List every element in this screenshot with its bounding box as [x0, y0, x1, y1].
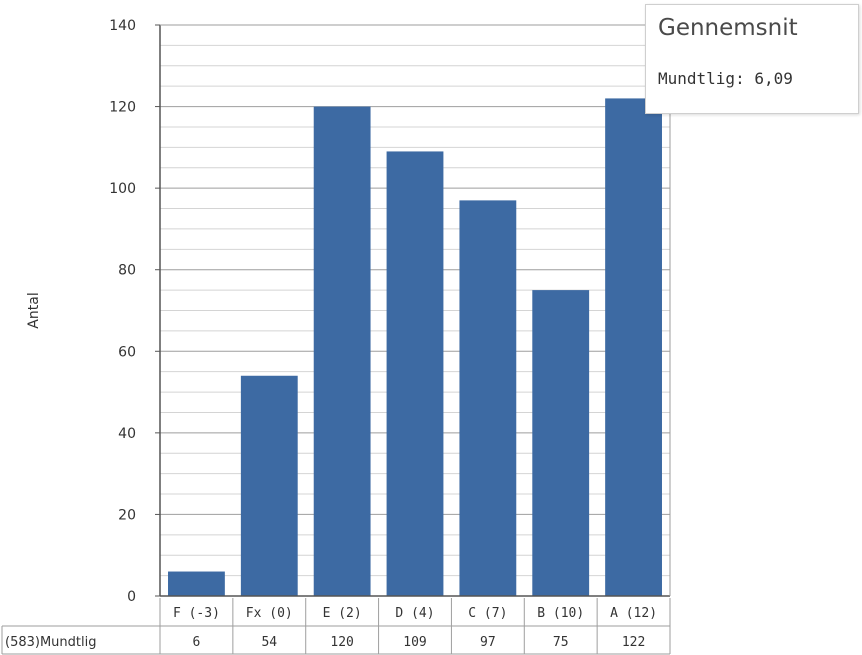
series-row-label: (583)Mundtlig [5, 635, 96, 650]
x-category-label: D (4) [395, 606, 434, 621]
data-value-label: 54 [261, 635, 277, 650]
x-category-label: E (2) [323, 606, 362, 621]
bar-4 [386, 151, 444, 596]
y-tick-label: 100 [109, 181, 136, 197]
y-axis-label: Antal [26, 292, 42, 328]
y-tick-label: 0 [127, 589, 136, 605]
x-category-label: F (-3) [173, 606, 220, 621]
bar-1 [168, 571, 225, 596]
data-value-label: 97 [480, 635, 496, 650]
y-tick-label: 120 [109, 100, 136, 116]
x-category-label: C (7) [468, 606, 507, 621]
x-category-label: B (10) [537, 606, 584, 621]
data-value-label: 75 [553, 635, 569, 650]
bar-6 [532, 290, 590, 596]
data-value-label: 109 [403, 635, 426, 650]
y-tick-label: 20 [118, 507, 136, 523]
x-category-label: Fx (0) [246, 606, 293, 621]
bar-7 [605, 98, 662, 597]
y-tick-label: 140 [109, 18, 136, 34]
data-value-label: 120 [330, 635, 353, 650]
legend-average-value: Mundtlig: 6,09 [658, 69, 793, 88]
bar-3 [313, 106, 371, 597]
y-tick-label: 80 [118, 263, 136, 279]
data-value-label: 122 [622, 635, 645, 650]
y-tick-label: 40 [118, 426, 136, 442]
bar-2 [240, 375, 298, 596]
data-value-label: 6 [193, 635, 201, 650]
y-tick-label: 60 [118, 344, 136, 360]
x-category-label: A (12) [610, 606, 657, 621]
average-legend-box: Gennemsnit Mundtlig: 6,09 [645, 4, 859, 114]
legend-title: Gennemsnit [658, 15, 798, 41]
bar-5 [459, 200, 517, 596]
